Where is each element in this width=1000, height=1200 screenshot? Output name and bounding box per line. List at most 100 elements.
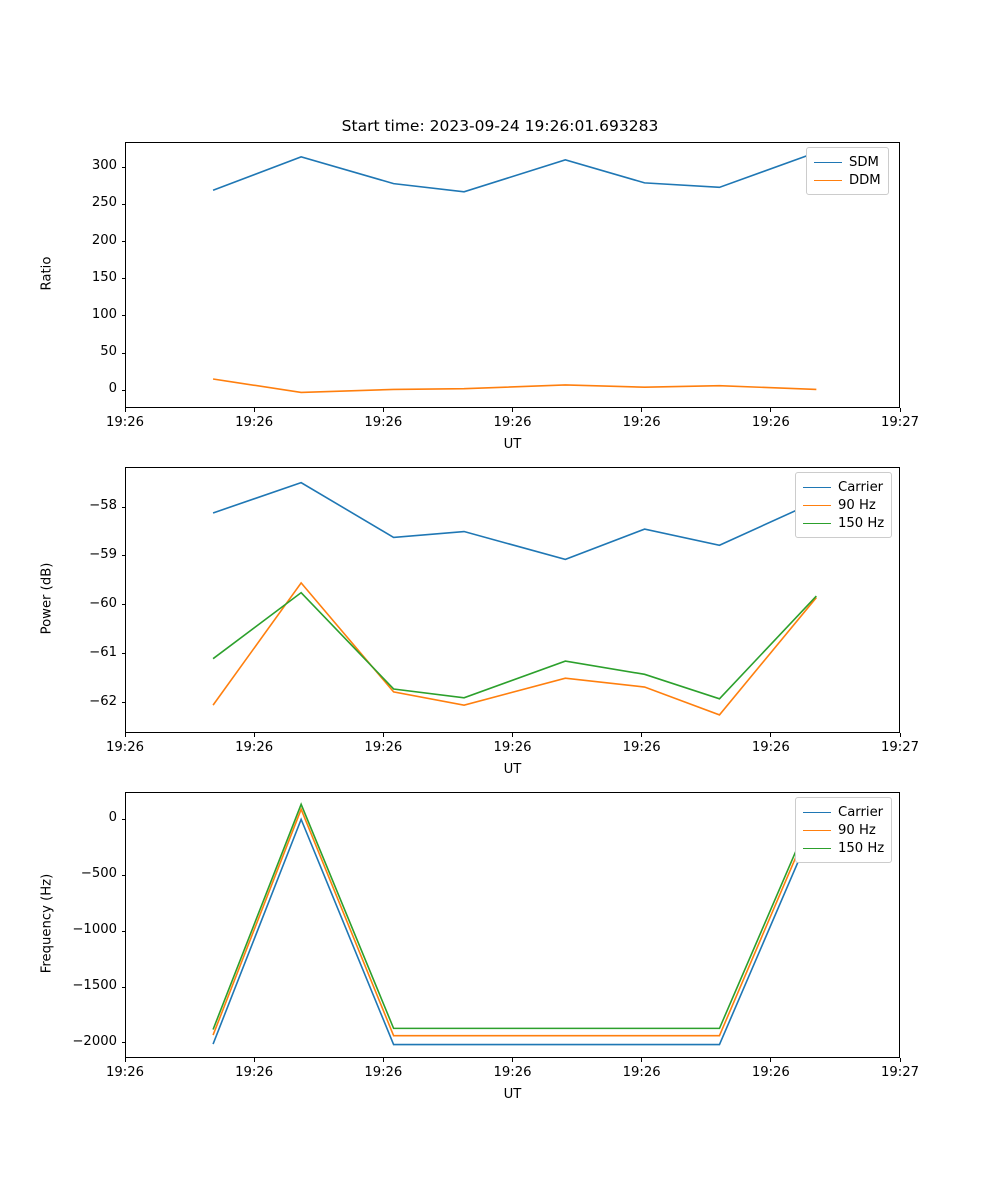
y-tick-mark — [121, 241, 125, 243]
series-line-90-hz — [212, 581, 817, 716]
y-tick-label: −58 — [89, 498, 117, 514]
y-tick-mark — [121, 874, 125, 876]
x-tick-mark — [770, 408, 772, 412]
x-tick-mark — [899, 1058, 901, 1062]
x-tick-label: 19:26 — [364, 740, 403, 755]
legend-label: 150 Hz — [838, 515, 885, 531]
y-tick-label: 50 — [100, 344, 117, 360]
x-tick-label: 19:26 — [493, 415, 532, 430]
ratio-x-axis-label: UT — [503, 437, 522, 452]
y-tick-mark — [121, 604, 125, 606]
legend-color-swatch — [803, 486, 831, 488]
legend-color-swatch — [803, 504, 831, 506]
legend-entry[interactable]: Carrier — [803, 478, 884, 496]
x-tick-mark — [253, 408, 255, 412]
x-tick-label: 19:26 — [105, 1065, 144, 1080]
x-tick-mark — [382, 733, 384, 737]
x-tick-mark — [641, 1058, 643, 1062]
y-tick-mark — [121, 506, 125, 508]
legend-entry[interactable]: 90 Hz — [803, 821, 884, 839]
x-tick-mark — [253, 733, 255, 737]
y-tick-mark — [121, 203, 125, 205]
frequency-x-axis-label: UT — [503, 1087, 522, 1102]
y-tick-mark — [121, 315, 125, 317]
y-tick-label: −1000 — [72, 922, 117, 938]
x-tick-label: 19:26 — [622, 1065, 661, 1080]
x-tick-mark — [124, 408, 126, 412]
x-tick-mark — [124, 733, 126, 737]
legend-entry[interactable]: DDM — [814, 171, 881, 189]
y-tick-mark — [121, 1042, 125, 1044]
x-tick-label: 19:27 — [880, 740, 919, 755]
series-line-carrier — [212, 817, 818, 1046]
y-tick-mark — [121, 986, 125, 988]
y-tick-label: −62 — [89, 693, 117, 709]
y-tick-label: −61 — [89, 644, 117, 660]
x-tick-mark — [641, 733, 643, 737]
y-tick-mark — [121, 278, 125, 280]
legend-color-swatch — [803, 829, 831, 831]
x-tick-mark — [512, 408, 513, 412]
series-line-150-hz — [212, 802, 818, 1030]
x-tick-label: 19:26 — [235, 415, 274, 430]
x-tick-mark — [382, 1058, 384, 1062]
x-tick-mark — [253, 1058, 255, 1062]
y-tick-mark — [121, 166, 125, 168]
x-tick-label: 19:26 — [622, 415, 661, 430]
x-tick-label: 19:26 — [105, 740, 144, 755]
power-plot-area — [125, 467, 900, 733]
ratio-legend[interactable]: SDM DDM — [806, 147, 889, 195]
series-line-150-hz — [212, 591, 817, 700]
legend-entry[interactable]: 150 Hz — [803, 514, 884, 532]
legend-entry[interactable]: SDM — [814, 153, 881, 171]
y-tick-label: −500 — [80, 866, 117, 882]
figure-title: Start time: 2023-09-24 19:26:01.693283 — [341, 117, 659, 135]
legend-entry[interactable]: 150 Hz — [803, 839, 884, 857]
legend-label: 90 Hz — [838, 822, 876, 838]
x-tick-mark — [512, 733, 513, 737]
legend-entry[interactable]: 90 Hz — [803, 496, 884, 514]
x-tick-mark — [770, 733, 772, 737]
legend-color-swatch — [803, 847, 831, 849]
x-tick-label: 19:27 — [880, 1065, 919, 1080]
x-tick-label: 19:26 — [364, 1065, 403, 1080]
y-tick-label: −2000 — [72, 1033, 117, 1049]
y-tick-label: 100 — [91, 306, 117, 322]
y-tick-mark — [121, 818, 125, 820]
x-tick-label: 19:26 — [364, 415, 403, 430]
x-tick-mark — [382, 408, 384, 412]
x-tick-label: 19:27 — [880, 415, 919, 430]
legend-label: Carrier — [838, 479, 884, 495]
y-tick-label: 0 — [108, 381, 117, 397]
power-legend[interactable]: Carrier 90 Hz 150 Hz — [795, 472, 893, 538]
y-tick-label: 0 — [108, 810, 117, 826]
series-line-sdm — [212, 151, 817, 193]
y-tick-label: −1500 — [72, 978, 117, 994]
y-tick-mark — [121, 653, 125, 655]
x-tick-label: 19:26 — [751, 1065, 790, 1080]
legend-color-swatch — [814, 179, 842, 181]
x-tick-label: 19:26 — [622, 740, 661, 755]
legend-entry[interactable]: Carrier — [803, 803, 884, 821]
y-tick-mark — [121, 389, 125, 391]
y-tick-mark — [121, 555, 125, 557]
frequency-legend[interactable]: Carrier 90 Hz 150 Hz — [795, 797, 893, 863]
x-tick-label: 19:26 — [105, 415, 144, 430]
y-tick-mark — [121, 352, 125, 354]
y-tick-label: 300 — [91, 158, 117, 174]
legend-color-swatch — [814, 161, 842, 163]
ratio-plot-area — [125, 142, 900, 408]
y-tick-label: 150 — [91, 269, 117, 285]
y-tick-label: 200 — [91, 232, 117, 248]
x-tick-mark — [899, 408, 901, 412]
power-x-axis-label: UT — [503, 762, 522, 777]
series-line-90-hz — [212, 807, 818, 1037]
x-tick-mark — [641, 408, 643, 412]
x-tick-label: 19:26 — [751, 415, 790, 430]
